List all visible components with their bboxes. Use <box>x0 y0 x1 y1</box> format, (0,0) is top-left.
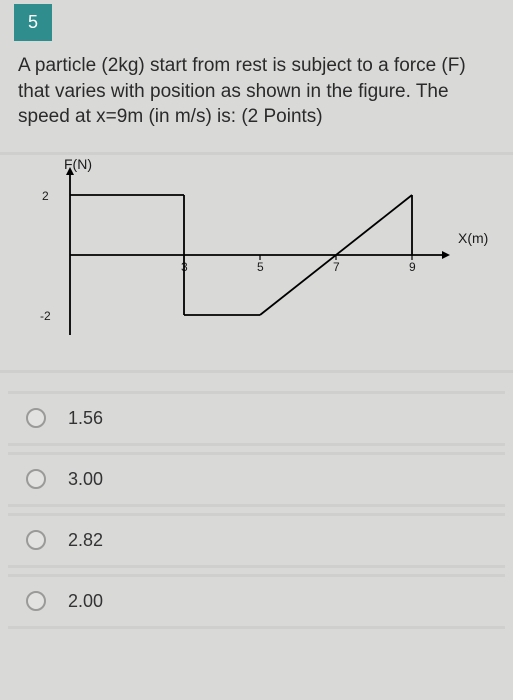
svg-text:9: 9 <box>409 260 416 274</box>
svg-text:7: 7 <box>333 260 340 274</box>
force-position-chart: F(N)X(m)2-23579 <box>0 152 513 373</box>
option-label: 3.00 <box>68 469 103 490</box>
radio-icon[interactable] <box>26 591 46 611</box>
option-label: 2.82 <box>68 530 103 551</box>
svg-text:2: 2 <box>42 189 49 203</box>
svg-text:X(m): X(m) <box>458 230 488 246</box>
option-row[interactable]: 2.82 <box>8 513 505 568</box>
option-row[interactable]: 3.00 <box>8 452 505 507</box>
options-list: 1.56 3.00 2.82 2.00 <box>0 391 513 629</box>
option-label: 2.00 <box>68 591 103 612</box>
radio-icon[interactable] <box>26 469 46 489</box>
chart-svg: F(N)X(m)2-23579 <box>10 155 503 365</box>
svg-text:5: 5 <box>257 260 264 274</box>
option-row[interactable]: 1.56 <box>8 391 505 446</box>
option-row[interactable]: 2.00 <box>8 574 505 629</box>
radio-icon[interactable] <box>26 408 46 428</box>
radio-icon[interactable] <box>26 530 46 550</box>
question-number-badge: 5 <box>14 4 52 41</box>
option-label: 1.56 <box>68 408 103 429</box>
svg-text:F(N): F(N) <box>64 156 92 172</box>
question-text: A particle (2kg) start from rest is subj… <box>0 41 513 134</box>
svg-text:-2: -2 <box>40 309 51 323</box>
